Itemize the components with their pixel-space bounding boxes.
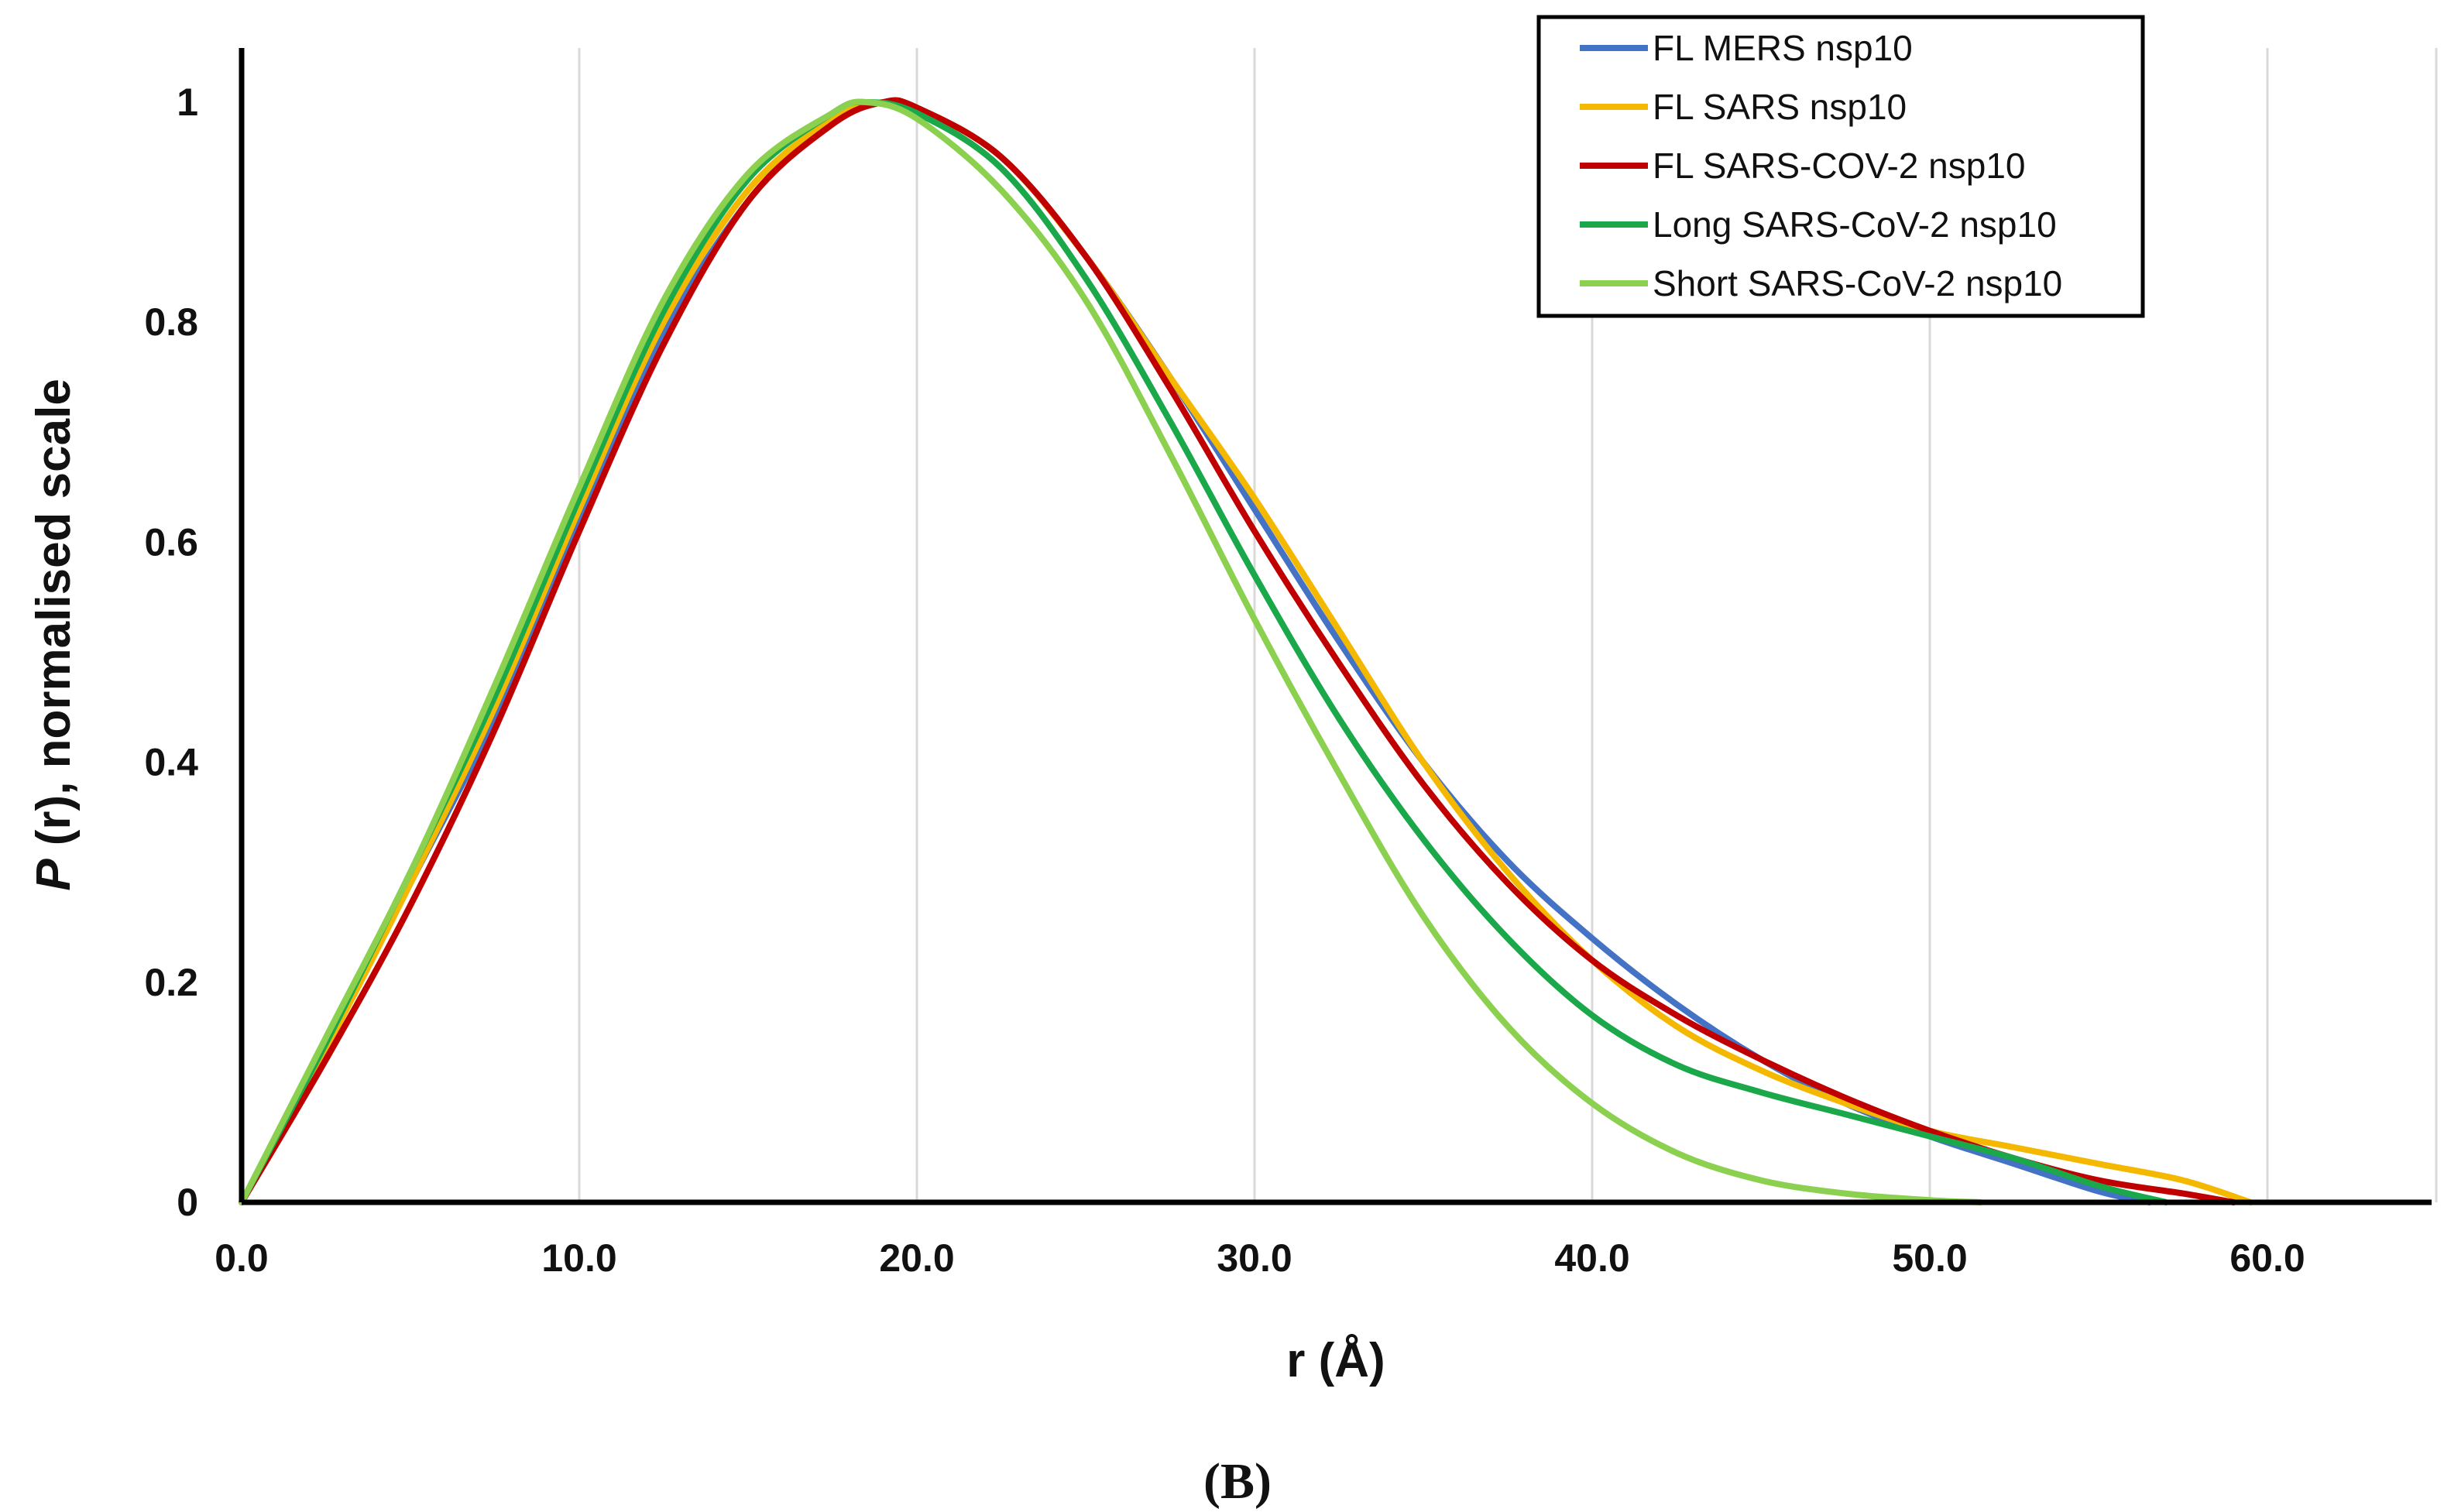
y-axis-title-rest: (r), normalised scale (27, 379, 81, 859)
y-tick-label: 0.8 (144, 300, 198, 344)
legend: FL MERS nsp10 FL SARS nsp10 FL SARS-COV-2 … (1536, 15, 2145, 318)
x-tick-label: 30.0 (1217, 1236, 1292, 1280)
y-tick-label: 0.2 (144, 961, 198, 1004)
panel-label: (B) (1203, 1453, 1272, 1510)
y-tick-label: 0 (177, 1181, 198, 1224)
x-tick-label: 0.0 (215, 1236, 269, 1280)
legend-label: Short SARS-CoV-2 nsp10 (1653, 263, 2062, 303)
legend-label: Long SARS-CoV-2 nsp10 (1653, 204, 2057, 245)
legend-label: FL SARS nsp10 (1653, 87, 1907, 127)
x-tick-labels: 0.0 10.0 20.0 30.0 40.0 50.0 60.0 (215, 1236, 2305, 1280)
x-axis-title: r (Å) (1286, 1334, 1385, 1387)
series-lines (239, 97, 2254, 1205)
x-tick-label: 20.0 (879, 1236, 954, 1280)
y-tick-labels: 0 0.2 0.4 0.6 0.8 1 (144, 81, 198, 1224)
x-tick-label: 10.0 (541, 1236, 616, 1280)
y-tick-label: 0.6 (144, 520, 198, 564)
axes (239, 48, 2432, 1205)
y-axis-title: P (r), normalised scale (27, 379, 81, 891)
x-tick-label: 50.0 (1892, 1236, 1967, 1280)
y-tick-label: 1 (177, 81, 198, 124)
x-tick-label: 40.0 (1554, 1236, 1629, 1280)
y-axis-title-italic: P (27, 859, 81, 891)
series-line-3 (239, 97, 2237, 1205)
legend-label: FL MERS nsp10 (1653, 28, 1913, 68)
series-line-2 (239, 98, 2254, 1205)
series-line-4 (239, 98, 2170, 1205)
y-tick-label: 0.4 (144, 741, 198, 784)
legend-label: FL SARS-COV-2 nsp10 (1653, 146, 2026, 186)
series-line-5 (239, 98, 1984, 1205)
x-tick-label: 60.0 (2229, 1236, 2305, 1280)
